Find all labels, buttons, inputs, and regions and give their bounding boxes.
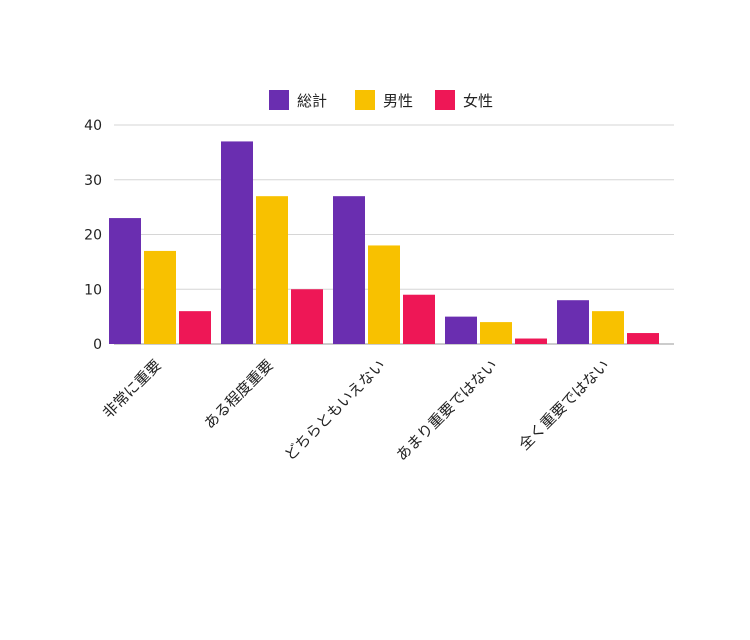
- y-tick-label: 30: [84, 173, 102, 189]
- bar: [557, 300, 589, 344]
- bar: [515, 338, 547, 344]
- bar: [291, 289, 323, 344]
- legend-label: 総計: [297, 92, 327, 110]
- legend-swatch: [355, 90, 375, 110]
- legend-label: 女性: [463, 92, 493, 110]
- bar: [109, 218, 141, 344]
- bar: [179, 311, 211, 344]
- x-tick-label: 全く重要ではない: [515, 356, 613, 454]
- legend-swatch: [435, 90, 455, 110]
- bar: [480, 322, 512, 344]
- bar: [403, 294, 435, 344]
- y-tick-label: 0: [93, 337, 102, 353]
- bar: [221, 141, 253, 344]
- legend: 総計 男性 女性: [269, 90, 493, 110]
- bar: [368, 245, 400, 344]
- y-tick-label: 20: [84, 228, 102, 244]
- bar: [592, 311, 624, 344]
- bar: [445, 316, 477, 344]
- x-tick-label: どちらともいえない: [281, 356, 389, 464]
- bars: [109, 141, 659, 344]
- x-axis: 非常に重要 ある程度重要 どちらともいえない あまり重要ではない 全く重要ではない: [99, 356, 613, 464]
- x-tick-label: あまり重要ではない: [393, 356, 501, 464]
- y-tick-label: 10: [84, 282, 102, 298]
- legend-label: 男性: [383, 92, 413, 110]
- bar: [333, 196, 365, 344]
- x-tick-label: ある程度重要: [200, 356, 276, 432]
- x-tick-label: 非常に重要: [99, 356, 165, 422]
- bar: [144, 250, 176, 344]
- y-tick-label: 40: [84, 118, 102, 134]
- legend-swatch: [269, 90, 289, 110]
- y-axis: 0 10 20 30 40: [84, 118, 102, 353]
- bar: [256, 196, 288, 344]
- bar: [627, 333, 659, 344]
